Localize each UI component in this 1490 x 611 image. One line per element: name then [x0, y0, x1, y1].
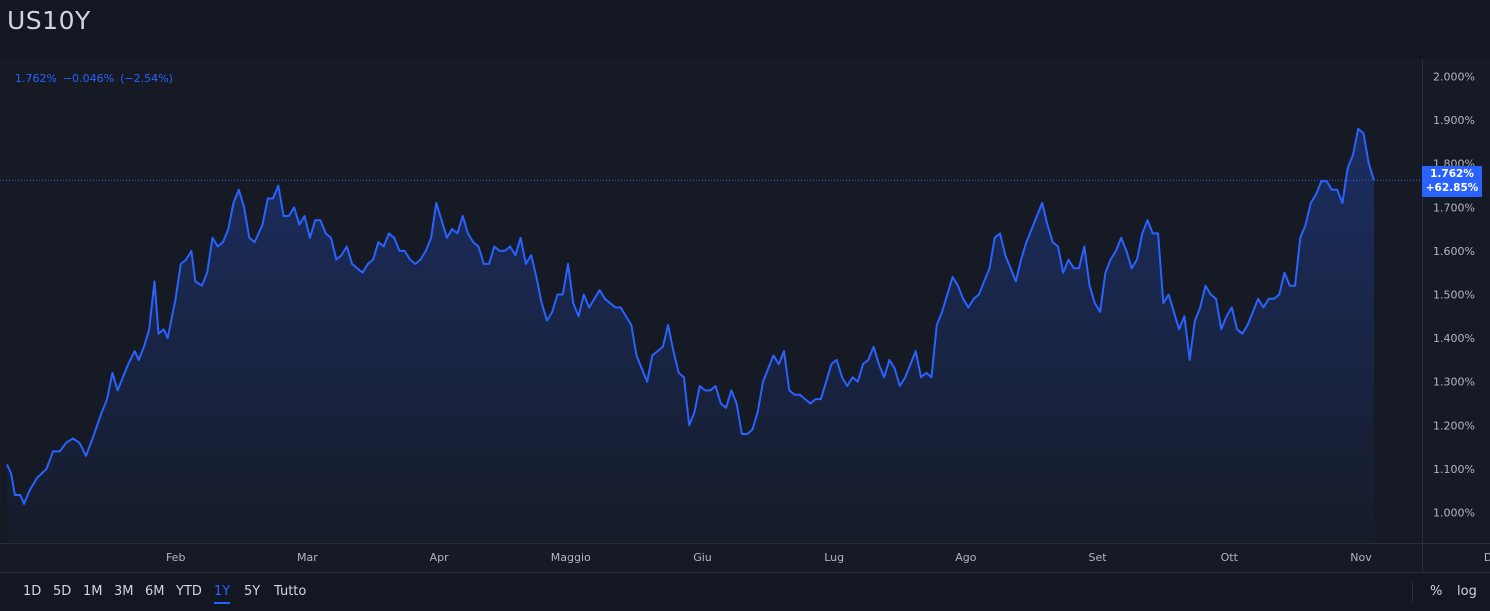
- toolbar-divider: [1412, 581, 1413, 603]
- symbol-title: US10Y: [7, 6, 91, 35]
- legend-change-pct: (−2.54%): [120, 72, 173, 85]
- series-line: [6, 127, 1375, 505]
- x-tick-label: Set: [1089, 551, 1108, 564]
- range-1y-button[interactable]: 1Y: [214, 584, 231, 604]
- x-tick-label: Feb: [166, 551, 185, 564]
- y-tick-label: 1.200%: [1433, 419, 1475, 432]
- price-legend: 1.762% −0.046% (−2.54%): [15, 72, 179, 85]
- x-tick-label: Dic: [1484, 551, 1490, 564]
- x-tick-label: Maggio: [551, 551, 591, 564]
- x-tick-label: Lug: [824, 551, 844, 564]
- range-5d-button[interactable]: 5D: [53, 584, 72, 599]
- range-5y-button[interactable]: 5Y: [244, 584, 261, 599]
- y-tick-label: 1.600%: [1433, 245, 1475, 258]
- last-price-label: 1.762% +62.85%: [1422, 166, 1482, 197]
- y-tick-label: 1.400%: [1433, 332, 1475, 345]
- y-tick-label: 1.100%: [1433, 463, 1475, 476]
- last-price-change: +62.85%: [1425, 182, 1479, 194]
- range-all-button[interactable]: Tutto: [274, 584, 307, 599]
- legend-value: 1.762%: [15, 72, 57, 85]
- range-1m-button[interactable]: 1M: [83, 584, 103, 599]
- chart-svg[interactable]: 1.000% 1.100% 1.200% 1.300% 1.400% 1.500% 1.60…: [0, 0, 1490, 572]
- x-tick-label: Nov: [1350, 551, 1372, 564]
- y-tick-label: 1.500%: [1433, 288, 1475, 301]
- last-price-value: 1.762%: [1430, 168, 1474, 180]
- x-tick-label: Ott: [1221, 551, 1239, 564]
- x-tick-label: Ago: [955, 551, 977, 564]
- range-6m-button[interactable]: 6M: [145, 584, 165, 599]
- range-ytd-button[interactable]: YTD: [176, 584, 202, 599]
- legend-change: −0.046%: [62, 72, 115, 85]
- x-tick-label: Apr: [430, 551, 450, 564]
- y-tick-label: 2.000%: [1433, 70, 1475, 83]
- range-3m-button[interactable]: 3M: [114, 584, 134, 599]
- x-tick-label: Giu: [693, 551, 712, 564]
- x-tick-label: Mar: [297, 551, 318, 564]
- log-scale-button[interactable]: log: [1457, 584, 1477, 599]
- y-tick-label: 1.700%: [1433, 201, 1475, 214]
- range-toolbar: 1D 5D 1M 3M 6M YTD 1Y 5Y Tutto % log: [0, 572, 1490, 611]
- y-tick-label: 1.300%: [1433, 376, 1475, 389]
- y-tick-label: 1.000%: [1433, 506, 1475, 519]
- range-1d-button[interactable]: 1D: [23, 584, 42, 599]
- y-tick-label: 1.900%: [1433, 114, 1475, 127]
- percent-scale-button[interactable]: %: [1430, 584, 1443, 599]
- area-fill: [7, 128, 1374, 544]
